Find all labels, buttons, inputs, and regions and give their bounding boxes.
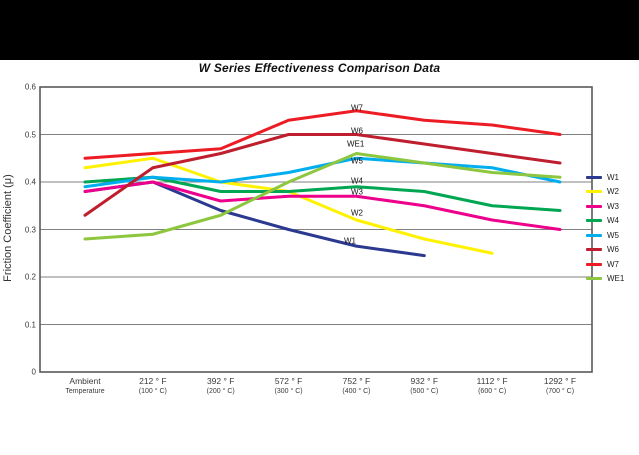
- legend-swatch: [586, 277, 602, 281]
- y-tick-label: 0: [31, 367, 36, 377]
- series-label-w7: W7: [351, 103, 363, 113]
- series-line-w5: [83, 156, 562, 189]
- series-label-w1: W1: [344, 236, 356, 246]
- series-line-w7: [83, 109, 562, 160]
- legend-swatch: [586, 190, 602, 194]
- x-axis-label: 1292 ° F (700 ° C): [525, 376, 595, 396]
- legend-swatch: [586, 233, 602, 237]
- x-label-line1: 752 ° F: [342, 376, 371, 386]
- x-axis-label: 932 ° F (500 ° C): [389, 376, 459, 396]
- y-tick-label: 0.5: [24, 130, 36, 139]
- series-label-w4: W4: [351, 176, 363, 186]
- y-tick-label: 0.3: [24, 225, 36, 234]
- series-label-w6: W6: [351, 126, 363, 136]
- plot-frame: [39, 86, 593, 373]
- x-label-line1: 1112 ° F: [476, 376, 508, 386]
- legend-label: W1: [607, 172, 619, 182]
- legend-item-w5: W5: [586, 228, 624, 243]
- x-axis-label: Ambient Temperature: [50, 376, 120, 396]
- x-label-line2: (200 ° C): [206, 387, 235, 395]
- x-axis-label: 1112 ° F (600 ° C): [457, 376, 527, 396]
- legend-item-w3: W3: [586, 199, 624, 214]
- series-line-w3: [83, 180, 562, 231]
- x-label-line2: (500 ° C): [410, 387, 439, 395]
- legend-label: WE1: [607, 274, 625, 284]
- x-label-line2: (600 ° C): [478, 387, 507, 395]
- x-label-line1: 212 ° F: [139, 376, 167, 386]
- legend-label: W6: [607, 245, 619, 255]
- x-label-line1: 572 ° F: [274, 376, 303, 386]
- x-axis-label: 572 ° F (300 ° C): [254, 376, 324, 396]
- series-line-w4: [83, 175, 562, 212]
- series-label-w2: W2: [351, 208, 363, 218]
- legend-label: W4: [607, 216, 619, 226]
- y-tick-label: 0.2: [24, 272, 36, 282]
- x-label-line2: (100 ° C): [138, 387, 167, 395]
- x-label-line1: Ambient: [69, 376, 101, 386]
- legend-swatch: [586, 248, 602, 252]
- x-label-line1: 932 ° F: [410, 376, 439, 386]
- legend-swatch: [586, 175, 602, 179]
- series-line-w6: [83, 133, 562, 217]
- legend-item-w7: W7: [586, 257, 624, 272]
- y-tick-label: 0.1: [24, 320, 36, 329]
- x-label-line2: (700 ° C): [545, 387, 575, 395]
- x-axis-label: 212 ° F (100 ° C): [118, 376, 188, 396]
- legend-swatch: [586, 219, 602, 223]
- series-label-w5: W5: [351, 156, 363, 166]
- legend-label: W3: [607, 201, 619, 211]
- legend-item-w1: W1: [586, 170, 624, 185]
- series-line-w1: [83, 180, 426, 258]
- legend-item-w4: W4: [586, 214, 624, 229]
- legend-item-w2: W2: [586, 185, 624, 200]
- series-label-we1: WE1: [347, 139, 365, 149]
- top-black-band: [0, 0, 639, 60]
- y-tick-label: 0.4: [24, 177, 36, 187]
- y-tick-label: 0.6: [24, 82, 36, 92]
- series-label-w3: W3: [351, 187, 363, 197]
- legend-item-we1: WE1: [586, 272, 624, 287]
- x-axis-label: 752 ° F (400 ° C): [321, 376, 391, 396]
- x-label-line1: 1292 ° F: [543, 376, 577, 386]
- series-line-we1: [83, 152, 562, 241]
- legend-swatch: [586, 262, 602, 266]
- x-label-line2: (300 ° C): [274, 387, 303, 395]
- x-axis-label: 392 ° F (200 ° C): [186, 376, 256, 396]
- legend-label: W2: [607, 187, 619, 197]
- legend: W1 W2 W3 W4 W5 W6 W7 WE1: [586, 170, 624, 286]
- chart-title: W Series Effectiveness Comparison Data: [198, 61, 441, 75]
- legend-label: W7: [607, 259, 619, 269]
- legend-item-w6: W6: [586, 243, 624, 258]
- x-label-line2: (400 ° C): [342, 387, 371, 395]
- x-label-line1: 392 ° F: [206, 376, 235, 386]
- legend-swatch: [586, 204, 602, 208]
- x-label-line2: Temperature: [65, 387, 105, 395]
- legend-label: W5: [607, 230, 619, 240]
